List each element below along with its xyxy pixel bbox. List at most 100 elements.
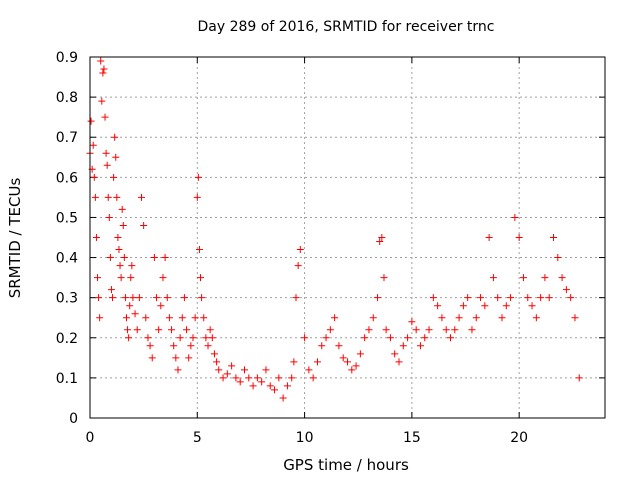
data-point	[187, 342, 195, 350]
data-point	[421, 334, 429, 342]
data-point	[122, 314, 130, 322]
data-point	[213, 358, 221, 366]
data-point	[191, 314, 199, 322]
data-point	[567, 294, 575, 302]
plot-area-frame	[89, 56, 606, 419]
x-tick-label: 20	[510, 430, 528, 446]
data-point	[115, 246, 123, 254]
data-point	[105, 213, 113, 221]
data-point	[131, 310, 139, 318]
data-point	[193, 193, 201, 201]
data-point	[472, 314, 480, 322]
y-axis-label: SRMTID / TECUs	[6, 178, 24, 299]
data-point	[571, 314, 579, 322]
data-point	[395, 358, 403, 366]
y-tick-label: 0.8	[56, 90, 78, 106]
data-point	[114, 234, 122, 241]
data-point	[326, 326, 334, 334]
data-point	[356, 350, 364, 358]
data-point	[378, 234, 386, 241]
data-point	[309, 374, 317, 382]
data-point	[348, 366, 356, 374]
data-point	[455, 314, 463, 322]
data-point	[554, 254, 562, 262]
data-point	[133, 326, 141, 334]
y-tick-label: 0	[69, 411, 78, 427]
data-point	[153, 294, 161, 302]
data-point	[511, 213, 519, 221]
data-point	[575, 374, 583, 382]
data-point	[113, 193, 121, 201]
data-point	[215, 366, 223, 374]
data-point	[258, 378, 266, 386]
y-tick-label: 0.3	[56, 291, 78, 307]
data-point	[313, 358, 321, 366]
data-point	[129, 294, 137, 302]
data-point	[249, 382, 257, 390]
x-axis-ticks: 0 5 10 15 20	[86, 57, 528, 446]
data-point	[562, 286, 570, 294]
data-point	[219, 374, 227, 382]
x-tick-label: 10	[296, 430, 314, 446]
data-point	[245, 374, 253, 382]
x-axis-label: GPS time / hours	[283, 456, 409, 474]
data-point	[322, 334, 330, 342]
data-point	[178, 314, 186, 322]
data-point	[96, 314, 104, 322]
y-tick-label: 0.6	[56, 170, 78, 186]
data-point	[138, 193, 145, 201]
data-point	[532, 314, 540, 322]
data-point	[197, 274, 205, 282]
data-point	[459, 302, 467, 310]
data-point	[119, 221, 127, 229]
data-point	[296, 246, 304, 254]
data-point	[144, 334, 152, 342]
data-point	[140, 221, 148, 229]
data-point	[391, 350, 399, 358]
data-point	[408, 318, 416, 326]
data-point	[99, 69, 107, 77]
data-point	[208, 334, 216, 342]
grid-lines	[90, 57, 605, 418]
data-point	[195, 246, 203, 254]
data-point	[361, 334, 369, 342]
data-point	[524, 294, 532, 302]
data-point	[170, 342, 178, 350]
data-point	[185, 354, 193, 362]
data-point	[150, 254, 158, 262]
data-point	[318, 342, 326, 350]
data-point	[558, 274, 566, 282]
data-point	[545, 294, 553, 302]
data-point	[416, 342, 424, 350]
data-point	[477, 294, 485, 302]
data-point	[537, 294, 545, 302]
y-axis-ticks: 0 0.1 0.2 0.3 0.4 0.5 0.6 0.7 0.8 0.9	[56, 50, 605, 427]
data-point	[294, 262, 302, 270]
data-point	[266, 382, 274, 390]
chart-title: Day 289 of 2016, SRMTID for receiver trn…	[198, 19, 495, 35]
data-point	[100, 65, 108, 73]
x-tick-label: 15	[403, 430, 421, 446]
x-tick-label: 0	[86, 430, 95, 446]
data-point	[148, 354, 156, 362]
y-tick-label: 0.7	[56, 130, 78, 146]
data-point	[241, 366, 248, 374]
data-point	[279, 394, 287, 402]
data-point	[236, 378, 244, 386]
x-tick-label: 5	[193, 430, 202, 446]
data-point	[194, 173, 202, 181]
data-point	[103, 161, 111, 169]
data-point	[519, 274, 527, 282]
data-point	[107, 286, 115, 294]
data-point	[202, 334, 210, 342]
data-point	[124, 326, 132, 334]
data-point	[352, 362, 360, 370]
data-point	[528, 302, 536, 310]
data-point	[210, 350, 218, 358]
data-point	[89, 141, 97, 149]
data-point	[498, 314, 506, 322]
data-point	[176, 334, 184, 342]
data-point	[172, 354, 180, 362]
data-point	[481, 302, 489, 310]
